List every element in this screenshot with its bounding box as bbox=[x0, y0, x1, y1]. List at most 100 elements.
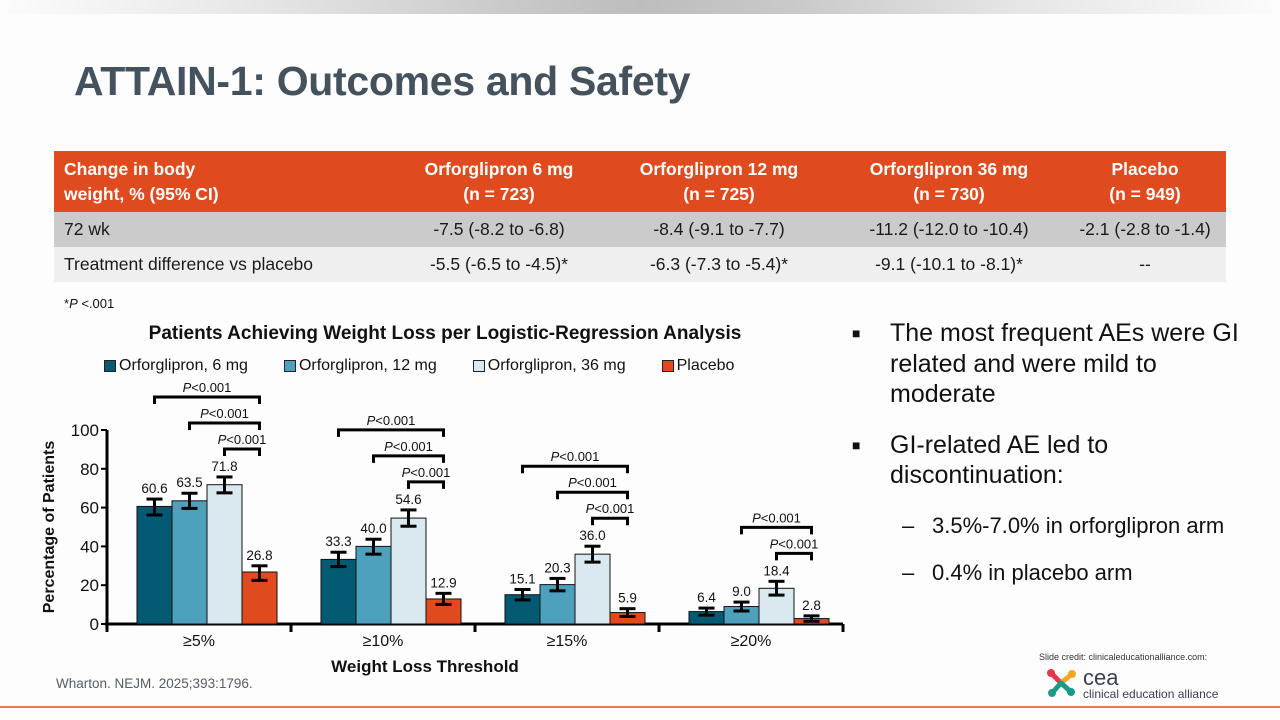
sub-bullet-text: 3.5%-7.0% in orforglipron arm bbox=[932, 512, 1225, 538]
bullet-list: ■ The most frequent AEs were GI related a… bbox=[852, 318, 1252, 605]
data-label: 54.6 bbox=[395, 492, 421, 507]
data-label: 6.4 bbox=[697, 590, 716, 605]
y-axis-title: Percentage of Patients bbox=[41, 441, 58, 614]
significance-bracket bbox=[337, 428, 445, 437]
data-label: 40.0 bbox=[360, 521, 386, 536]
data-label: 33.3 bbox=[325, 534, 351, 549]
p-value-label: P<0.001 bbox=[402, 465, 451, 480]
legend-label: Placebo bbox=[676, 357, 735, 374]
y-tick-label: 100 bbox=[71, 421, 99, 440]
bar bbox=[206, 484, 243, 625]
bar bbox=[355, 545, 392, 625]
data-label: 20.3 bbox=[544, 560, 570, 575]
significance-bracket bbox=[407, 480, 445, 489]
cea-logo-icon bbox=[1047, 669, 1076, 697]
data-label: 9.0 bbox=[732, 584, 751, 599]
table-cell: -8.4 (-9.1 to -7.7) bbox=[604, 212, 834, 247]
outcomes-table: Change in body weight, % (95% CI) Orforgl… bbox=[54, 151, 1226, 282]
legend-item-placebo: Placebo bbox=[661, 357, 735, 375]
data-label: 5.9 bbox=[618, 591, 637, 606]
footnote-p: P bbox=[69, 296, 78, 311]
data-label: 71.8 bbox=[211, 459, 237, 474]
p-value-label: P<0.001 bbox=[183, 380, 232, 395]
p-value-label: P<0.001 bbox=[384, 439, 433, 454]
header-line: Orforglipron 36 mg bbox=[869, 158, 1029, 179]
table-cell: -2.1 (-2.8 to -1.4) bbox=[1064, 212, 1226, 247]
data-label: 15.1 bbox=[509, 571, 535, 586]
p-value-label: P<0.001 bbox=[551, 449, 600, 464]
logo-subtitle: clinical education alliance bbox=[1083, 686, 1219, 701]
bottom-divider bbox=[0, 706, 1280, 708]
legend-label: Orforglipron, 12 mg bbox=[298, 357, 437, 374]
sub-bullet-text: 0.4% in placebo arm bbox=[932, 559, 1133, 585]
legend-label: Orforglipron, 6 mg bbox=[119, 357, 248, 374]
bullet-text: GI-related AE led to discontinuation: bbox=[890, 430, 1109, 490]
data-label: 18.4 bbox=[763, 563, 790, 578]
bullet-item: ■ The most frequent AEs were GI related a… bbox=[852, 318, 1252, 410]
bar-chart: 0 20 40 60 80 100 Percentage of Patients ≥5% ≥10… bbox=[41, 380, 845, 676]
data-label: 60.6 bbox=[141, 481, 167, 496]
y-tick-label: 0 bbox=[90, 615, 99, 634]
logo-text: cea clinical education alliance bbox=[1083, 664, 1219, 701]
header-line: Change in body bbox=[64, 158, 196, 179]
header-cell-6mg: Orforglipron 6 mg (n = 723) bbox=[394, 151, 604, 212]
y-tick-label: 80 bbox=[80, 460, 99, 479]
slide-title: ATTAIN-1: Outcomes and Safety bbox=[74, 58, 691, 104]
bullet-text: The most frequent AEs were GI related an… bbox=[890, 319, 1239, 408]
x-tick-label: ≥15% bbox=[547, 633, 588, 650]
bar bbox=[320, 558, 357, 625]
header-line: (n = 725) bbox=[683, 183, 755, 204]
sub-bullet-item: –3.5%-7.0% in orforglipron arm bbox=[902, 511, 1252, 540]
header-line: weight, % (95% CI) bbox=[64, 183, 219, 204]
p-value-label: P<0.001 bbox=[218, 432, 267, 447]
x-tick-label: ≥20% bbox=[731, 633, 772, 650]
slide-credit: Slide credit: clinicaleducationalliance.… bbox=[1039, 652, 1208, 662]
significance-bracket bbox=[556, 490, 629, 500]
cea-logo: cea clinical education alliance bbox=[1043, 665, 1218, 701]
x-tick-label: ≥10% bbox=[363, 633, 404, 650]
legend-swatch bbox=[661, 360, 674, 372]
table-cell: -9.1 (-10.1 to -8.1)* bbox=[834, 247, 1064, 282]
table-cell: -6.3 (-7.3 to -5.4)* bbox=[604, 247, 834, 282]
p-value-label: P<0.001 bbox=[367, 413, 416, 428]
legend-item-6mg: Orforglipron, 6 mg bbox=[104, 357, 248, 375]
citation: Wharton. NEJM. 2025;393:1796. bbox=[56, 676, 253, 691]
x-axis-title: Weight Loss Threshold bbox=[331, 657, 519, 676]
table-cell: Treatment difference vs placebo bbox=[54, 247, 394, 282]
significance-bracket bbox=[591, 516, 629, 526]
y-tick-label: 60 bbox=[80, 499, 99, 518]
significance-bracket bbox=[521, 464, 629, 474]
p-value-label: P<0.001 bbox=[770, 536, 819, 551]
logo-name: cea bbox=[1083, 664, 1119, 690]
data-label: 63.5 bbox=[176, 475, 202, 490]
footnote-symbol: * bbox=[64, 296, 70, 311]
header-line: (n = 949) bbox=[1109, 183, 1181, 204]
header-line: (n = 723) bbox=[463, 183, 535, 204]
legend-label: Orforglipron, 36 mg bbox=[487, 357, 626, 374]
bar bbox=[171, 500, 208, 625]
p-value-label: P<0.001 bbox=[752, 510, 801, 525]
header-line: Orforglipron 6 mg bbox=[424, 158, 574, 179]
bullet-square-icon: ■ bbox=[852, 325, 861, 341]
top-gradient-bar bbox=[8, 0, 1272, 14]
bar bbox=[136, 505, 173, 625]
header-line: Placebo bbox=[1111, 158, 1179, 179]
p-value-label: P<0.001 bbox=[586, 501, 635, 516]
data-label: 2.8 bbox=[802, 598, 821, 613]
table-cell: -5.5 (-6.5 to -4.5)* bbox=[394, 247, 604, 282]
header-cell-12mg: Orforglipron 12 mg (n = 725) bbox=[604, 151, 834, 212]
sub-bullet-item: –0.4% in placebo arm bbox=[902, 558, 1252, 587]
bullet-square-icon: ■ bbox=[852, 436, 861, 453]
dash-icon: – bbox=[902, 512, 915, 538]
x-tick-label: ≥5% bbox=[183, 633, 215, 650]
significance-bracket bbox=[775, 551, 813, 561]
header-cell-placebo: Placebo (n = 949) bbox=[1064, 151, 1226, 212]
chart-title: Patients Achieving Weight Loss per Logis… bbox=[148, 323, 742, 344]
table-row: 72 wk -7.5 (-8.2 to -6.8) -8.4 (-9.1 to … bbox=[54, 212, 1226, 247]
y-tick-label: 20 bbox=[80, 576, 99, 595]
bullet-item: ■ GI-related AE led to discontinuation: bbox=[852, 430, 1252, 491]
table-footnote: *P <.001 bbox=[64, 296, 114, 311]
footnote-text: <.001 bbox=[77, 296, 115, 311]
header-cell-metric: Change in body weight, % (95% CI) bbox=[54, 151, 394, 212]
header-line: Orforglipron 12 mg bbox=[639, 158, 799, 179]
